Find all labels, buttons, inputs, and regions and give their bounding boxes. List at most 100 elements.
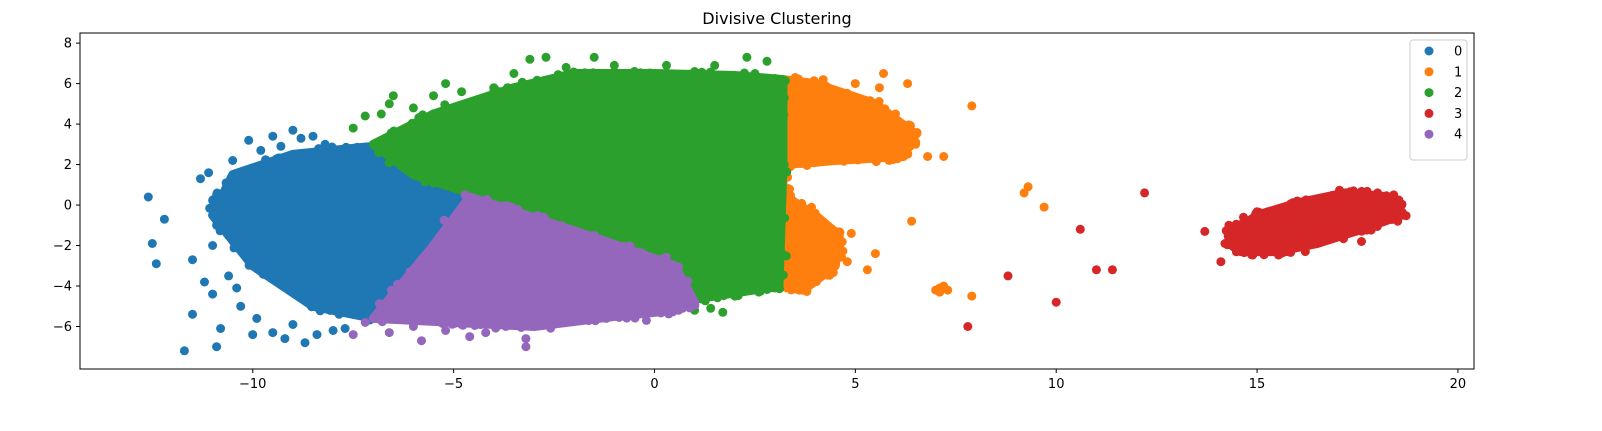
point-4 <box>601 313 611 323</box>
point-2 <box>762 56 772 66</box>
point-1 <box>907 216 917 226</box>
point-4 <box>658 305 667 315</box>
point-3 <box>1224 220 1234 230</box>
point-3-fringe <box>1239 248 1249 258</box>
point-2-fringe <box>579 72 589 82</box>
point-0 <box>288 125 298 135</box>
point-1 <box>862 265 872 275</box>
point-4 <box>348 330 358 340</box>
point-2-fringe <box>440 100 450 110</box>
point-0 <box>147 239 157 248</box>
point-4-fringe <box>523 214 533 224</box>
point-4-fringe <box>460 190 470 200</box>
point-0 <box>240 170 250 180</box>
point-2 <box>376 109 386 119</box>
point-1 <box>1039 202 1049 212</box>
point-3 <box>1107 265 1117 275</box>
point-0 <box>196 174 205 184</box>
point-3-fringe <box>1255 208 1264 217</box>
legend-label-3: 3 <box>1454 107 1462 122</box>
legend-box <box>1409 39 1468 161</box>
point-2-fringe <box>780 213 790 223</box>
point-0 <box>320 139 330 149</box>
point-3 <box>1324 194 1334 204</box>
legend-label-4: 4 <box>1454 128 1462 143</box>
y-tick-label: 6 <box>64 77 72 92</box>
point-4-fringe <box>614 312 624 322</box>
point-0 <box>188 255 197 265</box>
y-tick-label: 0 <box>64 199 72 214</box>
point-4 <box>501 322 511 331</box>
point-2-fringe <box>617 70 627 80</box>
point-1-fringe <box>912 128 922 137</box>
point-1-fringe <box>808 157 818 167</box>
point-2 <box>589 52 599 62</box>
point-0-fringe <box>285 152 295 161</box>
point-0 <box>288 320 298 329</box>
point-1-fringe <box>856 98 866 107</box>
point-4-fringe <box>500 206 510 215</box>
point-2-fringe <box>645 68 655 78</box>
point-0 <box>244 135 254 145</box>
point-2-fringe <box>705 291 715 301</box>
point-3 <box>1349 186 1358 196</box>
point-2-fringe <box>503 83 512 93</box>
point-2-fringe <box>775 227 785 237</box>
point-2-fringe <box>522 81 532 91</box>
point-2 <box>750 69 760 78</box>
point-1-fringe <box>825 270 835 280</box>
point-2-fringe <box>719 291 729 301</box>
point-1-fringe <box>884 154 893 164</box>
point-4 <box>441 326 451 335</box>
point-4 <box>417 336 426 346</box>
point-1-fringe <box>855 153 865 163</box>
point-4-fringe <box>685 303 695 313</box>
point-2-fringe <box>554 70 564 80</box>
point-4-fringe <box>405 267 415 277</box>
point-3 <box>1232 245 1242 255</box>
point-4 <box>521 334 531 344</box>
point-0 <box>328 326 338 335</box>
point-2-fringe <box>777 249 787 259</box>
point-2 <box>690 67 700 76</box>
point-1 <box>810 208 820 218</box>
legend: 0 1 2 3 4 <box>1409 39 1468 161</box>
point-1-fringe <box>809 78 819 87</box>
point-1-fringe <box>903 128 913 138</box>
point-2-fringe <box>490 91 500 101</box>
y-tick-label: 2 <box>64 158 72 173</box>
point-2 <box>384 99 394 109</box>
point-2-fringe <box>738 70 748 80</box>
point-3-fringe <box>1247 250 1257 260</box>
point-3-fringe <box>1364 192 1374 202</box>
point-2-fringe <box>778 270 788 280</box>
series-3 <box>963 185 1411 331</box>
point-1 <box>830 230 840 240</box>
point-4-fringe <box>476 320 486 330</box>
legend-marker-2 <box>1424 88 1434 98</box>
point-0 <box>268 328 278 338</box>
point-0 <box>248 190 258 200</box>
point-1-fringe <box>836 245 846 255</box>
point-3-fringe <box>1301 195 1311 205</box>
point-1-fringe <box>819 217 829 227</box>
point-0-fringe <box>244 251 254 261</box>
y-axis: −6 −4 −2 0 2 4 6 8 <box>53 37 80 335</box>
point-1 <box>1023 182 1033 192</box>
point-0-fringe <box>220 223 230 233</box>
point-4 <box>521 342 531 352</box>
y-tick-label: 8 <box>64 37 72 52</box>
point-2-fringe <box>448 103 458 113</box>
point-0-fringe <box>225 182 235 192</box>
point-0 <box>224 230 234 240</box>
x-tick-label: −5 <box>444 377 463 392</box>
point-3-fringe <box>1248 217 1258 226</box>
point-1-fringe <box>893 154 902 164</box>
point-1 <box>842 257 852 267</box>
point-2 <box>360 111 370 121</box>
point-1 <box>911 139 921 149</box>
point-2 <box>489 83 499 93</box>
point-2 <box>541 52 551 62</box>
x-tick-label: 15 <box>1249 377 1266 392</box>
